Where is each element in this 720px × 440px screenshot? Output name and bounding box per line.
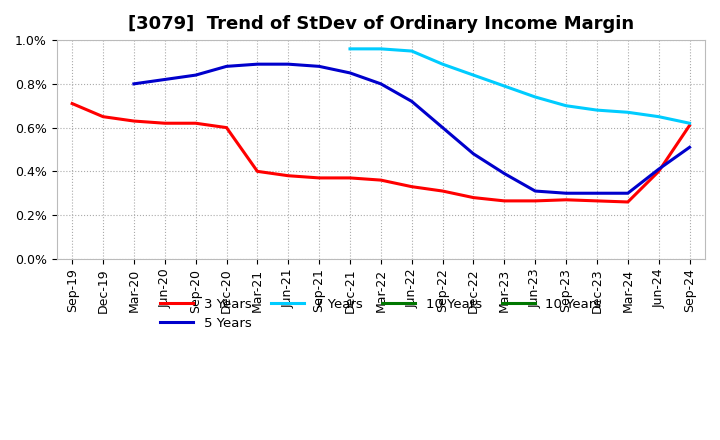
7 Years: [408, 48, 416, 54]
3 Years: [654, 169, 663, 174]
3 Years: [315, 175, 323, 180]
7 Years: [624, 110, 632, 115]
5 Years: [654, 166, 663, 172]
3 Years: [192, 121, 200, 126]
3 Years: [593, 198, 601, 204]
7 Years: [469, 73, 478, 78]
5 Years: [130, 81, 138, 87]
3 Years: [500, 198, 508, 204]
5 Years: [500, 171, 508, 176]
3 Years: [222, 125, 231, 130]
7 Years: [346, 46, 354, 51]
5 Years: [469, 151, 478, 157]
5 Years: [531, 188, 539, 194]
Line: 5 Years: 5 Years: [134, 64, 690, 193]
7 Years: [500, 84, 508, 89]
3 Years: [253, 169, 261, 174]
Title: [3079]  Trend of StDev of Ordinary Income Margin: [3079] Trend of StDev of Ordinary Income…: [127, 15, 634, 33]
5 Years: [408, 99, 416, 104]
5 Years: [562, 191, 570, 196]
3 Years: [438, 188, 447, 194]
7 Years: [685, 121, 694, 126]
3 Years: [161, 121, 169, 126]
5 Years: [593, 191, 601, 196]
5 Years: [685, 145, 694, 150]
Line: 7 Years: 7 Years: [350, 49, 690, 123]
5 Years: [253, 62, 261, 67]
7 Years: [593, 107, 601, 113]
7 Years: [654, 114, 663, 119]
7 Years: [531, 94, 539, 99]
Legend: 3 Years, 5 Years, 7 Years, 10 Years, 10 Years: 3 Years, 5 Years, 7 Years, 10 Years, 10 …: [155, 292, 607, 335]
5 Years: [624, 191, 632, 196]
5 Years: [438, 125, 447, 130]
3 Years: [130, 118, 138, 124]
Line: 3 Years: 3 Years: [72, 103, 690, 202]
3 Years: [531, 198, 539, 204]
5 Years: [377, 81, 385, 87]
3 Years: [99, 114, 107, 119]
5 Years: [161, 77, 169, 82]
5 Years: [346, 70, 354, 76]
3 Years: [685, 123, 694, 128]
7 Years: [377, 46, 385, 51]
3 Years: [284, 173, 292, 178]
3 Years: [68, 101, 76, 106]
5 Years: [222, 64, 231, 69]
3 Years: [346, 175, 354, 180]
3 Years: [408, 184, 416, 189]
5 Years: [284, 62, 292, 67]
3 Years: [469, 195, 478, 200]
7 Years: [562, 103, 570, 108]
3 Years: [377, 177, 385, 183]
5 Years: [315, 64, 323, 69]
3 Years: [562, 197, 570, 202]
5 Years: [192, 73, 200, 78]
7 Years: [438, 62, 447, 67]
3 Years: [624, 199, 632, 205]
